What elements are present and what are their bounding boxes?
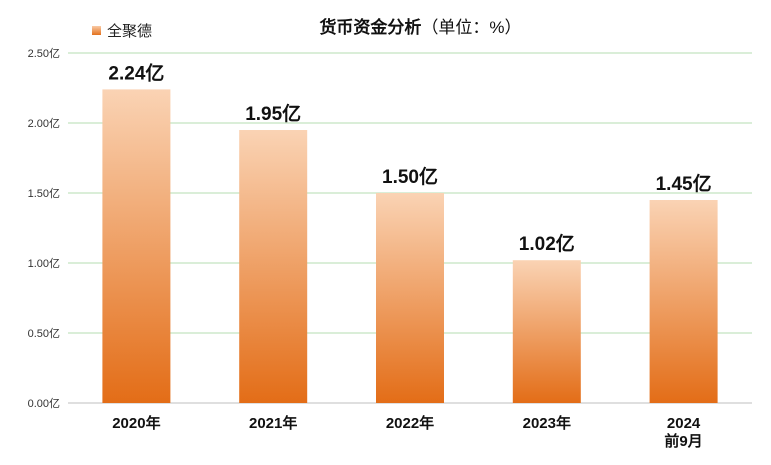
x-tick-label: 2024 (667, 415, 701, 432)
x-tick-label: 2023年 (523, 414, 571, 432)
data-label: 2.24亿 (108, 61, 164, 84)
data-label: 1.50亿 (382, 165, 438, 188)
x-tick-label: 前9月 (664, 432, 702, 450)
y-tick-label: 1.50亿 (28, 187, 60, 200)
legend: 全聚德 (92, 20, 152, 41)
chart-subtitle: （单位：%） (421, 18, 522, 37)
chart-title: 货币资金分析 (319, 18, 422, 37)
bar (376, 193, 444, 403)
y-tick-label: 0.50亿 (28, 327, 60, 340)
chart-title-block: 货币资金分析（单位：%） (0, 13, 771, 38)
bar (649, 200, 718, 403)
data-label: 1.45亿 (656, 172, 712, 195)
bar (102, 89, 171, 404)
data-label: 1.95亿 (245, 102, 301, 125)
y-tick-label: 1.00亿 (28, 257, 60, 270)
bar (512, 260, 581, 403)
y-tick-label: 0.00亿 (28, 397, 60, 410)
y-tick-label: 2.50亿 (28, 47, 60, 60)
x-tick-label: 2022年 (386, 414, 434, 432)
x-tick-label: 2021年 (249, 414, 297, 432)
data-label: 1.02亿 (519, 232, 575, 255)
legend-swatch (92, 26, 101, 35)
y-tick-label: 2.00亿 (28, 117, 60, 130)
bar (239, 130, 308, 403)
x-tick-label: 2020年 (112, 414, 160, 432)
legend-label: 全聚德 (107, 23, 153, 40)
